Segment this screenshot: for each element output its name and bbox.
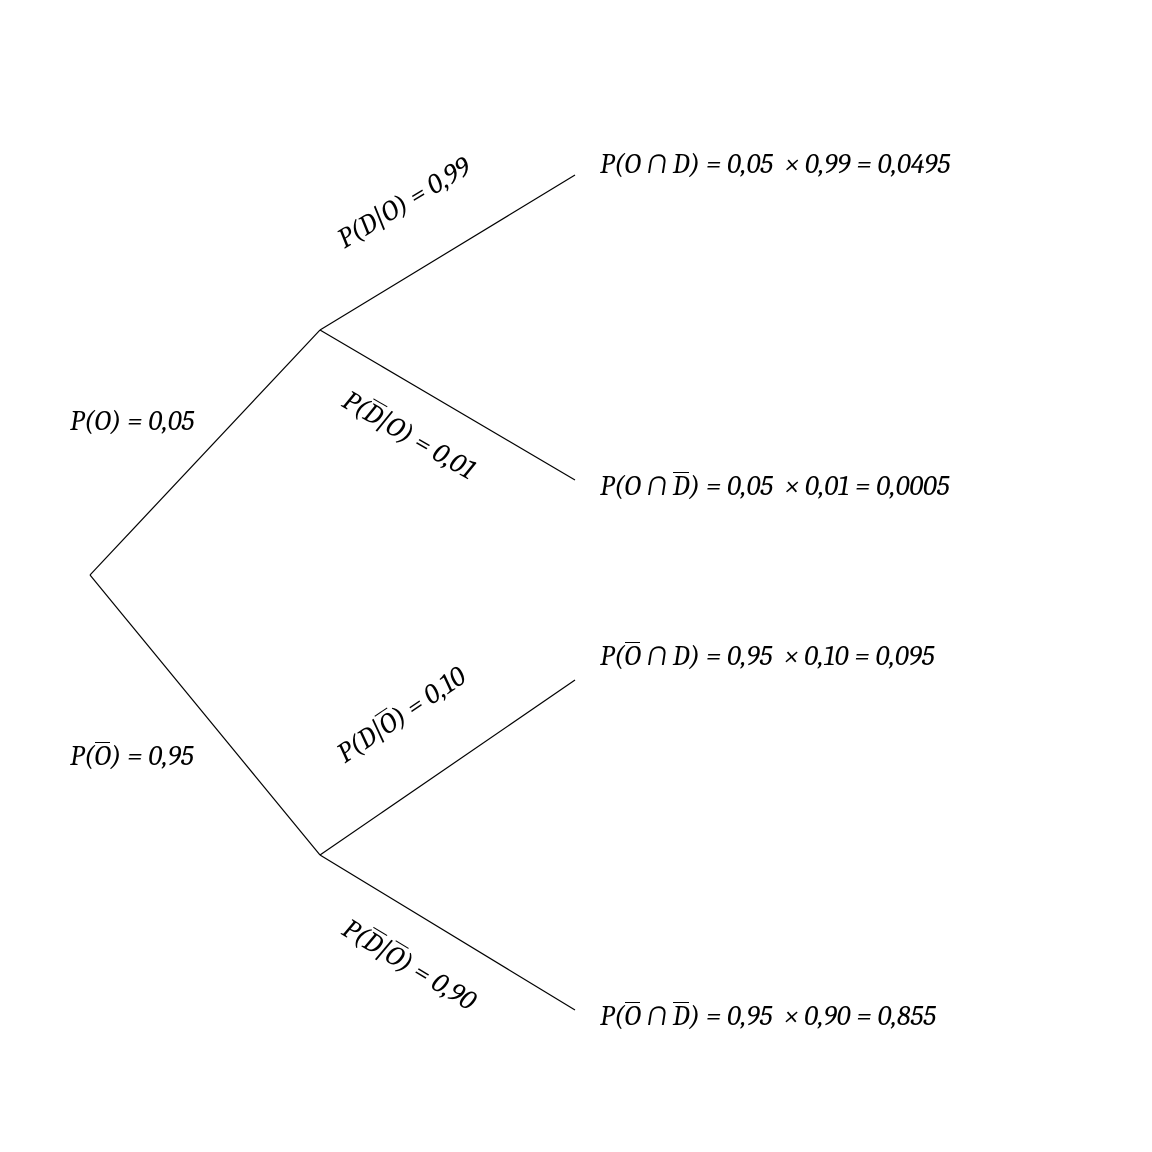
- leaf-label-O-and-D: P(O ∩ D) = 0,05 × 0,99 = 0,0495: [600, 148, 950, 180]
- edge-label-Obar: P(O) = 0,95: [70, 740, 194, 772]
- probability-tree: [0, 0, 1152, 1152]
- leaf-label-Obar-and-Dbar: P(O ∩ D) = 0,95 × 0,90 = 0,855: [600, 1000, 936, 1032]
- leaf-label-O-and-Dbar: P(O ∩ D) = 0,05 × 0,01 = 0,0005: [600, 470, 949, 502]
- leaf-label-Obar-and-D: P(O ∩ D) = 0,95 × 0,10 = 0,095: [600, 640, 934, 672]
- edge-label-O: P(O) = 0,05: [70, 405, 194, 437]
